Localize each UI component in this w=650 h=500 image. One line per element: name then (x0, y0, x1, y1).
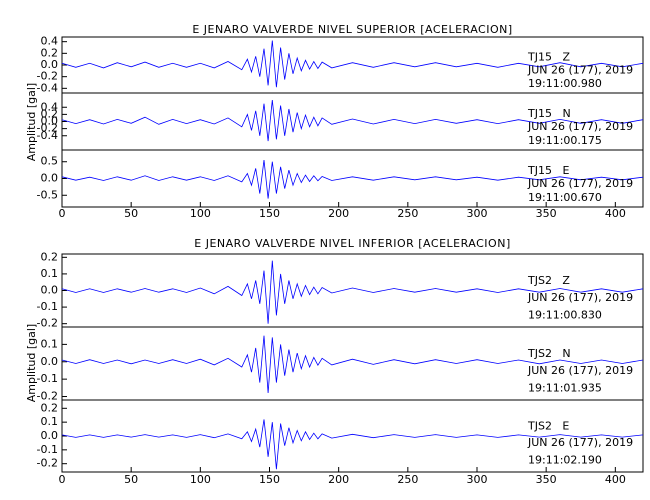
y-axis-label: Amplitud [gal] (25, 324, 38, 402)
chart-title: E JENARO VALVERDE NIVEL INFERIOR [ACELER… (194, 237, 510, 250)
station-label: TJS2 N (527, 347, 571, 360)
y-tick-label: 0.5 (41, 155, 59, 168)
x-tick-label: 400 (605, 473, 626, 486)
y-tick-label: 0.2 (41, 401, 59, 414)
date-label: JUN 26 (177), 2019 (527, 364, 633, 377)
y-tick-label: 0.4 (41, 35, 59, 48)
y-tick-label: -0.2 (37, 317, 58, 330)
x-tick-label: 50 (124, 207, 138, 220)
y-tick-label: -0.1 (37, 300, 58, 313)
y-tick-label: -0.4 (37, 129, 58, 142)
station-label: TJS2 Z (527, 274, 570, 287)
station-label: TJS2 E (527, 420, 569, 433)
x-tick-label: 300 (467, 473, 488, 486)
time-label: 19:11:02.190 (528, 453, 602, 466)
time-label: 19:11:00.670 (528, 191, 602, 204)
x-tick-label: 350 (536, 207, 557, 220)
y-tick-label: 0.1 (41, 337, 59, 350)
y-tick-label: -0.4 (37, 81, 58, 94)
date-label: JUN 26 (177), 2019 (527, 64, 633, 77)
y-tick-label: -0.2 (37, 390, 58, 403)
y-tick-label: 0.4 (41, 100, 59, 113)
date-label: JUN 26 (177), 2019 (527, 177, 633, 190)
waveform (61, 335, 644, 394)
y-tick-label: 0.0 (41, 172, 59, 185)
y-tick-label: 0.0 (41, 284, 59, 297)
x-tick-label: 150 (259, 207, 280, 220)
y-tick-label: 0.1 (41, 267, 59, 280)
y-tick-label: 0.0 (41, 429, 59, 442)
y-tick-label: 0.2 (41, 46, 59, 59)
x-tick-label: 50 (124, 473, 138, 486)
x-tick-label: 0 (59, 473, 66, 486)
x-tick-label: 100 (190, 207, 211, 220)
station-label: TJ15 E (527, 164, 569, 177)
y-tick-label: -0.2 (37, 122, 58, 135)
waveform (61, 419, 644, 470)
x-tick-label: 200 (328, 207, 349, 220)
date-label: JUN 26 (177), 2019 (527, 291, 633, 304)
y-tick-label: -0.2 (37, 70, 58, 83)
station-label: TJ15 Z (527, 51, 570, 64)
time-label: 19:11:00.980 (528, 77, 602, 90)
x-tick-label: 100 (190, 473, 211, 486)
y-tick-label: 0.2 (41, 250, 59, 263)
y-tick-label: 0.0 (41, 355, 59, 368)
time-label: 19:11:00.175 (528, 134, 602, 147)
station-label: TJ15 N (527, 107, 571, 120)
waveform (61, 260, 644, 324)
x-tick-label: 350 (536, 473, 557, 486)
time-label: 19:11:00.830 (528, 308, 602, 321)
date-label: JUN 26 (177), 2019 (527, 436, 633, 449)
x-tick-label: 200 (328, 473, 349, 486)
y-tick-label: -0.5 (37, 188, 58, 201)
y-tick-label: -0.2 (37, 457, 58, 470)
x-tick-label: 250 (397, 207, 418, 220)
y-tick-label: -0.1 (37, 372, 58, 385)
chart-title: E JENARO VALVERDE NIVEL SUPERIOR [ACELER… (192, 23, 512, 36)
x-tick-label: 400 (605, 207, 626, 220)
y-tick-label: 0.0 (41, 115, 59, 128)
y-tick-label: 0.2 (41, 107, 59, 120)
y-tick-label: -0.1 (37, 443, 58, 456)
time-label: 19:11:01.935 (528, 381, 602, 394)
waveform (61, 40, 644, 88)
x-tick-label: 150 (259, 473, 280, 486)
waveform (61, 160, 644, 199)
y-tick-label: 0.0 (41, 58, 59, 71)
x-tick-label: 250 (397, 473, 418, 486)
y-axis-label: Amplitud [gal] (25, 83, 38, 161)
y-tick-label: 0.1 (41, 415, 59, 428)
x-tick-label: 0 (59, 207, 66, 220)
date-label: JUN 26 (177), 2019 (527, 120, 633, 133)
x-tick-label: 300 (467, 207, 488, 220)
waveform (61, 100, 644, 142)
